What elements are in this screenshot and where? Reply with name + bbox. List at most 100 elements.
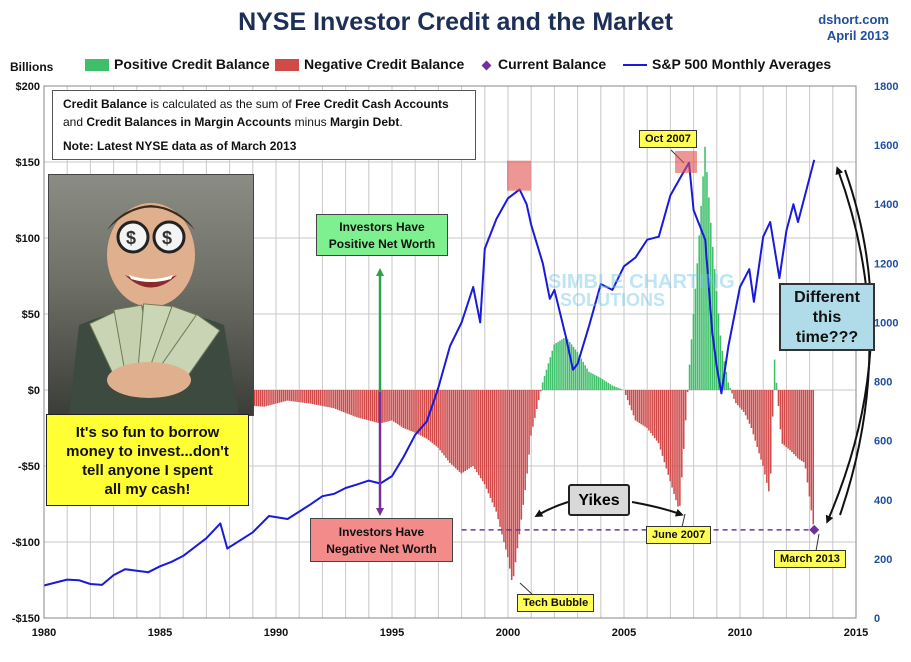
positive-bar [613, 386, 615, 390]
y-left-tick-label: -$100 [12, 537, 40, 549]
positive-bar [619, 388, 621, 390]
positive-bar [563, 338, 565, 390]
negative-bar [408, 390, 410, 431]
negative-bar [783, 390, 786, 446]
negative-bar [663, 390, 666, 463]
left-axis-ticks: -$150 -$100 -$50 $0 $50 $100 $150 $200 [12, 81, 40, 625]
peak-2000-highlight [507, 160, 531, 191]
negative-bar [284, 390, 287, 402]
watermark: SIMBLE CHARTING SOLUTIONS [548, 271, 735, 310]
negative-bar [439, 390, 441, 451]
hair-shape [107, 205, 195, 230]
negative-bar [644, 390, 646, 427]
sp500-line-layer [43, 159, 820, 587]
source-date: April 2013 [826, 28, 889, 43]
negative-bar [646, 390, 648, 428]
negative-bar [524, 390, 526, 491]
x-tick-label: 1995 [380, 627, 404, 639]
positive-bar [549, 357, 552, 390]
positive-bar [597, 376, 600, 390]
negative-bar [534, 390, 536, 418]
negative-bar [787, 390, 789, 449]
negative-bar [756, 390, 758, 447]
negative-bar [352, 390, 354, 416]
negative-bar [391, 390, 393, 421]
positive-bar [551, 350, 554, 390]
negative-bar [806, 390, 809, 483]
negative-bar [626, 390, 629, 401]
borrow-line-3: tell anyone I spent [82, 462, 213, 479]
negative-bar [363, 390, 366, 420]
positive-swatch [85, 59, 109, 72]
negative-bar [539, 390, 542, 392]
negative-bar [793, 390, 795, 455]
negative-bar [507, 390, 509, 558]
negative-bar [789, 390, 791, 451]
source-label: dshort.com April 2013 [818, 12, 889, 44]
negative-bar [286, 390, 289, 401]
y-right-tick-label: 1200 [874, 258, 898, 270]
negative-bar [537, 390, 540, 401]
highlight-marks [507, 150, 698, 191]
negative-bar [758, 390, 760, 454]
negative-box-line2: Negative Net Worth [326, 542, 437, 556]
negative-bar [671, 390, 673, 488]
positive-box-line2: Positive Net Worth [328, 237, 436, 251]
y-left-tick-label: $150 [16, 157, 40, 169]
negative-bar [420, 390, 422, 436]
positive-bar [617, 387, 619, 390]
negative-bar [410, 390, 412, 432]
negative-bar [505, 390, 507, 550]
positive-box-line1: Investors Have [339, 220, 425, 234]
positive-bar [711, 246, 714, 390]
positive-bar [557, 341, 559, 390]
sp500-line [43, 159, 816, 587]
negative-bar [336, 390, 339, 410]
positive-bar [721, 350, 724, 390]
positive-bar [773, 359, 776, 390]
chart-title: NYSE Investor Credit and the Market [238, 8, 673, 36]
different-line2: this [812, 309, 842, 326]
negative-bar [360, 390, 362, 419]
negative-bar [412, 390, 414, 432]
negative-bar [802, 390, 805, 463]
negative-bar [665, 390, 668, 469]
negative-bar [740, 390, 743, 410]
negative-bar [522, 390, 525, 505]
positive-bar [547, 363, 550, 390]
y-right-tick-label: 600 [874, 436, 892, 448]
negative-bar [777, 390, 780, 407]
negative-bar [255, 390, 258, 407]
note-t7: Margin Debt [329, 115, 400, 129]
positive-bar [688, 364, 691, 390]
negative-bar [485, 390, 488, 489]
positive-bar [590, 372, 592, 390]
note-t6: minus [291, 115, 330, 129]
negative-bar [742, 390, 745, 412]
negative-bar [508, 390, 511, 569]
negative-bar [334, 390, 337, 409]
negative-bar [433, 390, 436, 445]
negative-bar [371, 390, 374, 422]
negative-bar [684, 390, 687, 421]
negative-bar [760, 390, 762, 460]
borrow-line-2: money to invest...don't [66, 443, 229, 460]
negative-bar [495, 390, 497, 512]
negative-bar [437, 390, 439, 448]
positive-bar [702, 176, 704, 390]
legend-label-positive: Positive Credit Balance [114, 56, 270, 72]
legend-item-current: Current Balance [477, 55, 606, 75]
negative-bar [661, 390, 664, 456]
positive-bar [694, 288, 697, 390]
credit-bars [230, 146, 815, 580]
june2007-pointer [681, 513, 686, 528]
negative-bar [532, 390, 534, 427]
negative-bar [321, 390, 323, 406]
negative-bar [810, 390, 813, 511]
negative-bar [429, 390, 432, 442]
negative-bar [365, 390, 368, 420]
positive-bar [599, 377, 602, 390]
negative-bar [396, 390, 399, 425]
negative-bar [344, 390, 347, 413]
